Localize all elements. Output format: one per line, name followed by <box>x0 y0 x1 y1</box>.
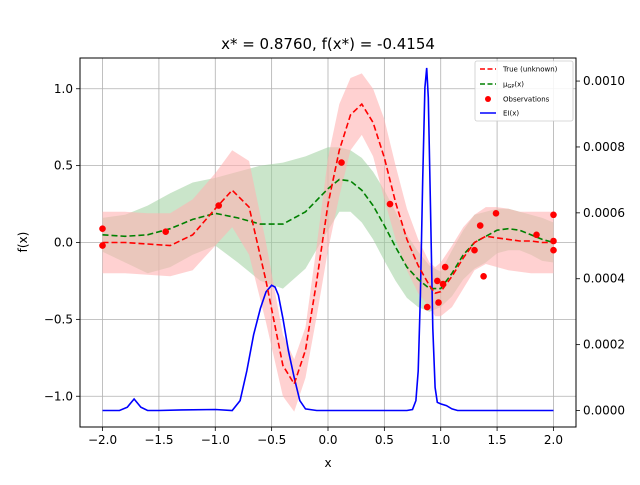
legend-box <box>474 60 574 122</box>
x-tick-label: −1.0 <box>201 433 230 447</box>
observation-point <box>435 299 442 306</box>
x-tick-label: −1.5 <box>144 433 173 447</box>
observation-point <box>441 263 449 271</box>
ei-line <box>102 67 554 412</box>
legend-label-gp: μGP(x) <box>503 81 524 91</box>
x-axis-label: x <box>324 456 331 470</box>
legend: True (unknown) μGP(x) Observations EI(x) <box>474 60 574 122</box>
legend-label-gp-sub: GP <box>507 84 514 90</box>
observation-point <box>550 237 557 245</box>
chart-title: x* = 0.8760, f(x*) = -0.4154 <box>221 35 435 53</box>
band-layer <box>102 73 554 412</box>
observation-point <box>162 228 169 235</box>
y-axis-label: f(x) <box>16 232 30 253</box>
y-tick-label: 0.0 <box>54 236 73 250</box>
observation-point <box>99 242 106 249</box>
legend-label-gp-main: μ <box>503 81 508 89</box>
observation-point <box>434 277 441 285</box>
observation-point <box>480 273 487 280</box>
observation-point <box>215 202 222 209</box>
y2-tick-label: 0.0010 <box>583 74 625 88</box>
observation-point <box>386 200 394 208</box>
observation-point <box>492 210 500 217</box>
legend-label-obs: Observations <box>503 96 550 104</box>
observation-point <box>423 303 431 311</box>
observation-point <box>550 246 557 254</box>
observation-point <box>99 225 106 232</box>
observation-point <box>550 211 557 219</box>
line-layer <box>102 67 554 412</box>
observation-point <box>476 222 484 229</box>
true-function-line <box>102 102 554 386</box>
x-tick-label: 0.0 <box>318 433 337 447</box>
gp-mean-line <box>102 178 554 290</box>
y2-tick-label: 0.0004 <box>583 272 625 286</box>
y-tick-label: −1.0 <box>44 389 73 403</box>
y-tick-label: 0.5 <box>54 159 73 173</box>
legend-label-ei: EI(x) <box>503 110 519 118</box>
legend-swatch-obs <box>485 96 491 102</box>
y2-tick-label: 0.0000 <box>583 404 625 418</box>
x-tick-label: 0.5 <box>375 433 394 447</box>
y-tick-label: −0.5 <box>44 312 73 326</box>
observation-point <box>533 231 540 239</box>
y2-tick-label: 0.0008 <box>583 140 625 154</box>
true-confidence-band <box>102 73 554 412</box>
observation-point <box>338 159 345 166</box>
y-tick-label: 1.0 <box>54 82 73 96</box>
observation-point <box>471 246 478 254</box>
point-layer <box>99 159 557 311</box>
x-tick-label: 1.0 <box>431 433 450 447</box>
x-tick-label: 2.0 <box>544 433 563 447</box>
y2-axis-ticks: 0.0000 0.0002 0.0004 0.0006 0.0008 0.0010 <box>576 74 625 418</box>
legend-label-gp-suffix: (x) <box>514 81 524 89</box>
legend-label-true: True (unknown) <box>502 66 558 74</box>
x-tick-label: −2.0 <box>88 433 117 447</box>
x-tick-label: 1.5 <box>488 433 507 447</box>
y-axis-ticks: −1.0 −0.5 0.0 0.5 1.0 <box>44 82 80 403</box>
x-axis-ticks: −2.0 −1.5 −1.0 −0.5 0.0 0.5 1.0 1.5 2.0 <box>88 427 563 447</box>
y2-tick-label: 0.0002 <box>583 338 625 352</box>
observation-point <box>439 280 447 288</box>
y2-tick-label: 0.0006 <box>583 206 625 220</box>
x-tick-label: −0.5 <box>257 433 286 447</box>
